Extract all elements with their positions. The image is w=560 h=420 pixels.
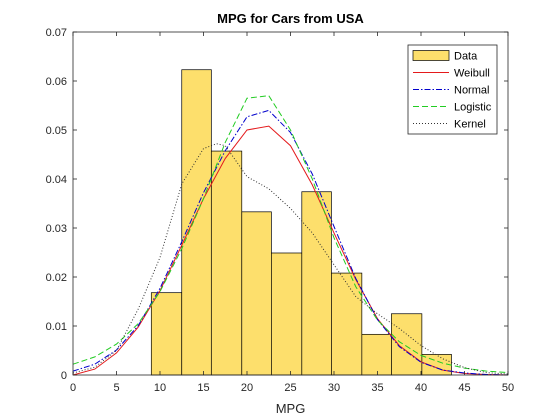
x-tick-label: 40 (415, 382, 427, 394)
histogram-bar-8 (391, 313, 423, 376)
distribution-curves (72, 95, 509, 376)
x-tick-label: 45 (458, 382, 470, 394)
y-tick-label: 0.04 (46, 174, 67, 186)
y-axis-ticks: 0 0.01 0.02 0.03 0.04 0.05 0.06 0.07 (46, 27, 508, 382)
y-tick-label: 0.02 (46, 272, 67, 284)
weibull-curve (72, 125, 509, 376)
x-tick-label: 50 (502, 382, 514, 394)
legend-label-logistic: Logistic (454, 102, 492, 114)
legend: Data Weibull Normal Logistic Kernel (407, 44, 498, 135)
x-axis-label: MPG (276, 401, 306, 416)
x-tick-label: 10 (154, 382, 166, 394)
x-tick-label: 25 (284, 382, 296, 394)
x-tick-label: 35 (371, 382, 383, 394)
legend-label-weibull: Weibull (454, 68, 490, 80)
histogram-bar-7 (361, 333, 392, 376)
legend-label-kernel: Kernel (454, 119, 486, 131)
y-tick-label: 0.03 (46, 223, 67, 235)
x-tick-label: 30 (328, 382, 340, 394)
legend-label-normal: Normal (454, 85, 489, 97)
histogram-bar-2 (210, 150, 243, 376)
x-tick-label: 15 (197, 382, 209, 394)
histogram-bar-6 (331, 272, 363, 376)
y-tick-label: 0 (61, 370, 67, 382)
histogram-bar-4 (271, 252, 303, 376)
legend-swatch-data (412, 50, 450, 61)
x-tick-label: 5 (113, 382, 119, 394)
histogram-bar-3 (241, 211, 272, 376)
x-axis-ticks: 0 5 10 15 20 25 30 35 40 45 50 (70, 32, 514, 394)
x-tick-label: 20 (241, 382, 253, 394)
y-tick-label: 0.07 (46, 27, 67, 39)
histogram-bar-1 (181, 69, 212, 376)
y-tick-label: 0.01 (46, 321, 67, 333)
legend-label-data: Data (454, 51, 478, 63)
x-tick-label: 0 (70, 382, 76, 394)
logistic-curve (72, 95, 509, 374)
histogram-bar-0 (150, 292, 183, 376)
chart-title: MPG for Cars from USA (217, 11, 364, 26)
y-tick-label: 0.06 (46, 76, 67, 88)
y-tick-label: 0.05 (46, 125, 67, 137)
histogram-bars (150, 69, 452, 376)
